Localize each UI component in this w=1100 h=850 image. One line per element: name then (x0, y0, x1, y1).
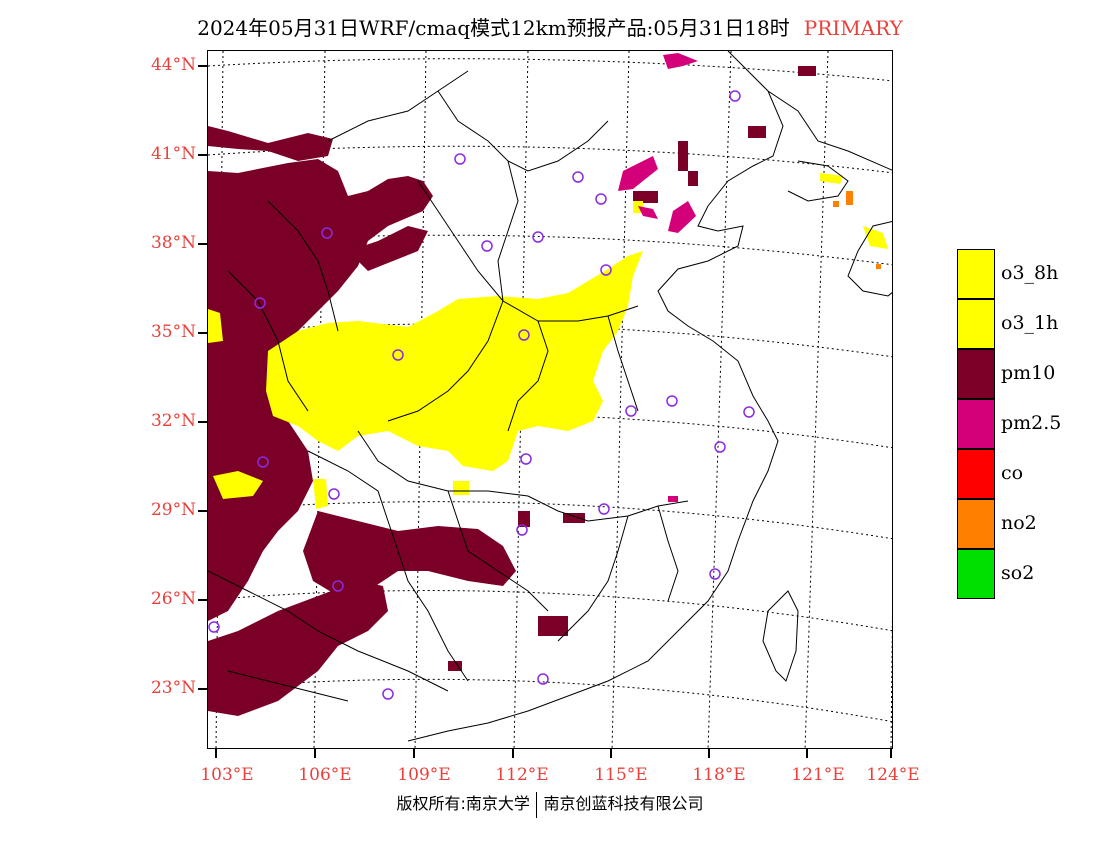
legend-swatch (957, 549, 995, 599)
lon-label-118: 118°E (692, 765, 746, 785)
no2-regions (833, 191, 881, 269)
lon-label-106: 106°E (298, 765, 352, 785)
copyright-footer: 版权所有:南京大学 南京创蓝科技有限公司 (0, 790, 1100, 818)
lon-tick (890, 749, 892, 758)
legend-swatch (957, 399, 995, 449)
legend-label: pm2.5 (1001, 412, 1062, 434)
lat-tick (198, 332, 207, 334)
legend-label: so2 (1001, 562, 1035, 584)
lat-label-38: 38°N (150, 233, 196, 253)
lat-tick (198, 688, 207, 690)
lat-label-35: 35°N (150, 322, 196, 342)
lat-tick (198, 510, 207, 512)
lat-label-41: 41°N (150, 144, 196, 164)
lat-tick (198, 154, 207, 156)
lat-label-26: 26°N (150, 589, 196, 609)
legend-label: o3_1h (1001, 312, 1059, 334)
korea (847, 220, 892, 297)
lon-tick (512, 749, 514, 758)
pm10-west-north (208, 126, 333, 161)
o3-far-west (208, 309, 223, 343)
lon-tick (806, 749, 808, 758)
pm10-west-center (348, 226, 428, 271)
o3-regions (208, 173, 888, 509)
o3-small-patch (313, 479, 328, 509)
lon-label-112: 112°E (495, 765, 549, 785)
taiwan (762, 590, 799, 682)
lat-label-23: 23°N (150, 678, 196, 698)
map-panel (207, 50, 893, 749)
title-tag: PRIMARY (803, 16, 903, 40)
lat-label-29: 29°N (150, 500, 196, 520)
lon-label-115: 115°E (594, 765, 648, 785)
o3-west-patch (213, 471, 263, 499)
title-main: 2024年05月31日WRF/cmaq模式12km预报产品:05月31日18时 (197, 16, 790, 40)
legend-label: o3_8h (1001, 262, 1059, 284)
legend-label: no2 (1001, 512, 1037, 534)
footer-separator (535, 791, 538, 818)
map-title: 2024年05月31日WRF/cmaq模式12km预报产品:05月31日18时 P… (0, 12, 1100, 41)
lat-tick (198, 65, 207, 67)
bohai-boundary (787, 160, 849, 202)
lon-tick (215, 749, 217, 758)
map-canvas (208, 51, 892, 748)
legend-label: pm10 (1001, 362, 1056, 384)
lon-tick (314, 749, 316, 758)
pm25-regions (618, 53, 698, 502)
o3-east-2 (863, 226, 888, 249)
lon-label-103: 103°E (200, 765, 254, 785)
lon-label-109: 109°E (397, 765, 451, 785)
legend-swatch (957, 249, 995, 299)
lat-label-44: 44°N (150, 55, 196, 75)
province-boundary (208, 70, 689, 702)
lon-label-121: 121°E (791, 765, 845, 785)
legend-label: co (1001, 462, 1024, 484)
lat-tick (198, 421, 207, 423)
lon-label-124: 124°E (866, 765, 920, 785)
coastline (407, 51, 892, 742)
copyright-left: 版权所有:南京大学 (396, 794, 530, 813)
o3-east-1 (820, 173, 843, 184)
lat-tick (198, 599, 207, 601)
copyright-right: 南京创蓝科技有限公司 (543, 794, 704, 813)
lon-tick (708, 749, 710, 758)
station-markers (208, 90, 755, 700)
lat-label-32: 32°N (150, 411, 196, 431)
legend-swatch (957, 499, 995, 549)
lon-tick (413, 749, 415, 758)
pm10-central-south (303, 511, 516, 596)
legend-swatch (957, 449, 995, 499)
pm10-sw-band (208, 581, 388, 716)
pm10-west-main (208, 159, 433, 621)
legend-swatch (957, 349, 995, 399)
boundaries (208, 51, 892, 742)
lon-tick (610, 749, 612, 758)
lat-tick (198, 243, 207, 245)
o3-main-band (266, 251, 643, 471)
legend-swatch (957, 299, 995, 349)
